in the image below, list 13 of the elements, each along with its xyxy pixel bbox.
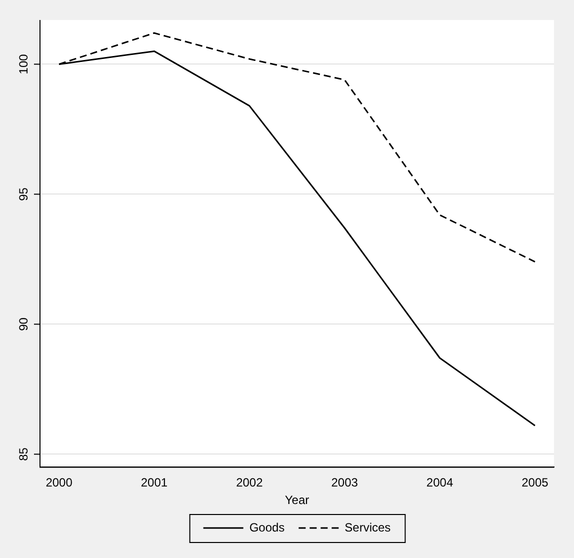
y-tick-label: 85 [16, 447, 30, 461]
y-tick-label: 95 [16, 187, 30, 201]
legend-label: Goods [249, 520, 285, 534]
x-tick-label: 2002 [236, 476, 264, 490]
legend-label: Services [344, 520, 391, 534]
x-tick-label: 2001 [140, 476, 168, 490]
x-tick-label: 2000 [46, 476, 73, 490]
x-axis-title: Year [284, 493, 310, 508]
y-tick-label: 90 [16, 317, 30, 331]
x-tick-label: 2003 [331, 476, 358, 490]
x-tick-label: 2005 [522, 476, 549, 490]
y-tick-label: 100 [16, 54, 30, 74]
x-tick-label: 2004 [426, 476, 454, 490]
